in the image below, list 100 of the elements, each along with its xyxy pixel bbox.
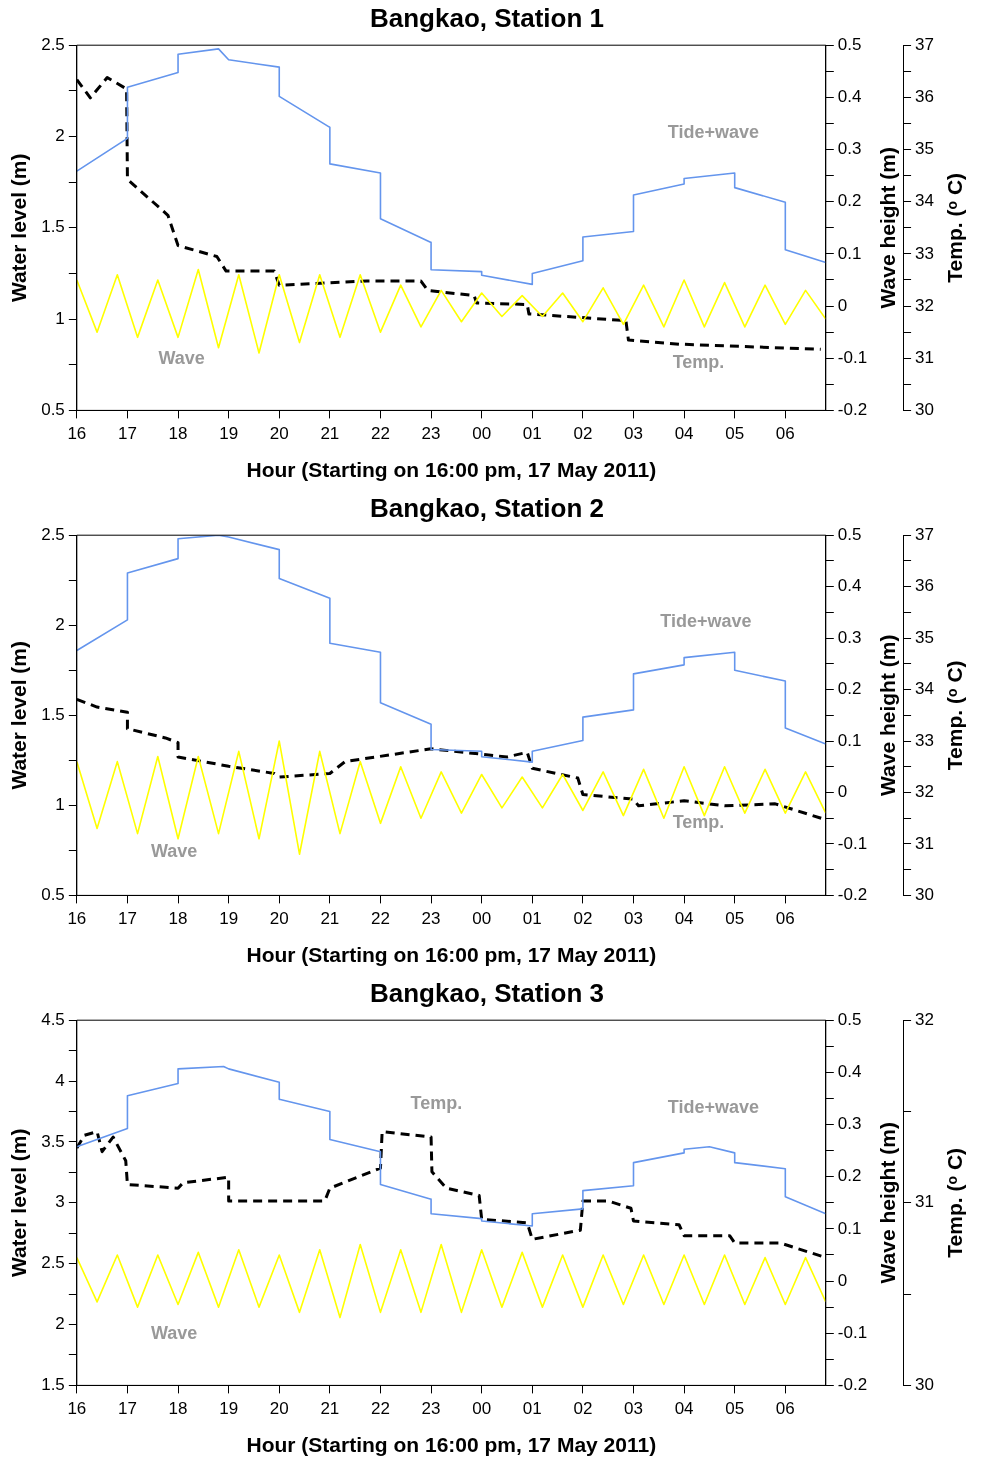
y3-tick-label: 34 [915, 191, 935, 211]
y-axis-title: Water level (m) [7, 153, 31, 303]
y-tick-label: 1.5 [41, 704, 65, 724]
y3-tick-label: 32 [915, 295, 935, 315]
y3-tick-label: 32 [915, 1009, 935, 1029]
y-tick-label: 1.5 [41, 1375, 65, 1395]
series-label: Tide+wave [660, 610, 752, 631]
x-tick-label: 21 [320, 1399, 340, 1419]
y2-axis-title: Wave height (m) [875, 634, 899, 796]
x-tick-label: 20 [269, 909, 289, 929]
y-tick-label: 3.5 [41, 1131, 65, 1151]
x-axis-title: Hour (Starting on 16:00 pm, 17 May 2011) [246, 458, 657, 482]
y2-tick-label: 0.5 [837, 1009, 862, 1029]
series-label: Wave [151, 841, 198, 862]
y-tick-label: 4 [55, 1070, 65, 1090]
x-tick-label: 03 [624, 424, 643, 444]
x-tick-label: 02 [573, 909, 593, 929]
chart-title: Bangkao, Station 1 [369, 2, 605, 33]
x-tick-label: 18 [168, 1399, 188, 1419]
y-tick-label: 2.5 [41, 34, 65, 54]
x-tick-label: 04 [674, 424, 694, 444]
y2-axis-title: Wave height (m) [875, 147, 899, 309]
y2-tick-label: -0.1 [837, 1322, 868, 1342]
series-label: Temp. [672, 351, 725, 372]
y3-axis-title: Temp. (ᵒ C) [942, 660, 966, 771]
y3-tick-label: 36 [915, 87, 935, 107]
series-label: Wave [158, 348, 205, 369]
series-label: Wave [151, 1323, 198, 1344]
x-tick-label: 06 [775, 424, 795, 444]
x-tick-label: 01 [522, 909, 542, 929]
y2-tick-label: 0.2 [837, 191, 862, 211]
x-tick-label: 19 [219, 909, 239, 929]
x-tick-label: 05 [725, 909, 745, 929]
x-tick-label: 00 [472, 424, 492, 444]
x-tick-label: 20 [269, 424, 289, 444]
y2-tick-label: 0 [837, 1270, 848, 1290]
x-axis-title: Hour (Starting on 16:00 pm, 17 May 2011) [246, 1433, 657, 1457]
series-label: Temp. [672, 812, 725, 833]
y3-tick-label: 30 [915, 400, 935, 420]
y3-tick-label: 35 [915, 627, 935, 647]
x-tick-label: 23 [421, 909, 441, 929]
y-tick-label: 0.5 [41, 400, 65, 420]
y2-tick-label: 0 [837, 295, 848, 315]
text: Tide+wave [667, 121, 760, 142]
x-tick-label: 23 [421, 424, 441, 444]
y2-tick-label: 0.3 [837, 627, 862, 647]
y-tick-label: 1 [55, 308, 65, 328]
y3-axis-title: Temp. (ᵒ C) [942, 1147, 966, 1258]
y-tick-label: 2 [55, 614, 65, 634]
x-tick-label: 22 [371, 1399, 390, 1419]
y3-tick-label: 34 [915, 679, 935, 699]
x-tick-label: 20 [269, 1399, 289, 1419]
y2-tick-label: -0.2 [837, 885, 868, 905]
x-tick-label: 18 [168, 424, 188, 444]
y2-tick-label: 0.4 [837, 576, 862, 596]
x-tick-label: 21 [320, 424, 340, 444]
y-axis-title: Water level (m) [7, 641, 31, 790]
y2-tick-label: 0.2 [837, 679, 862, 699]
y-axis-title: Water level (m) [7, 1128, 31, 1278]
y2-tick-label: 0.1 [837, 730, 862, 750]
y3-tick-label: 31 [915, 1192, 935, 1212]
x-tick-label: 19 [219, 424, 239, 444]
x-tick-label: 06 [775, 1399, 795, 1419]
y3-tick-label: 37 [915, 34, 935, 54]
y2-tick-label: 0.3 [837, 1114, 862, 1134]
x-tick-label: 16 [67, 424, 87, 444]
y3-axis-title: Temp. (ᵒ C) [942, 172, 966, 283]
x-tick-label: 01 [522, 1399, 542, 1419]
chart-title: Bangkao, Station 2 [369, 492, 605, 523]
y3-tick-label: 31 [915, 347, 935, 367]
y3-tick-label: 36 [915, 576, 935, 596]
x-tick-label: 02 [573, 1399, 593, 1419]
x-tick-label: 18 [168, 909, 188, 929]
x-tick-label: 23 [421, 1399, 441, 1419]
x-tick-label: 06 [775, 909, 795, 929]
x-tick-label: 00 [472, 909, 492, 929]
y2-tick-label: 0 [837, 782, 848, 802]
y2-tick-label: 0.4 [837, 1062, 862, 1082]
y-tick-label: 4.5 [41, 1009, 65, 1029]
x-tick-label: 17 [117, 424, 137, 444]
x-tick-label: 04 [674, 1399, 694, 1419]
x-tick-label: 05 [725, 1399, 745, 1419]
y3-tick-label: 33 [915, 243, 935, 263]
x-tick-label: 17 [117, 1399, 137, 1419]
x-tick-label: 02 [573, 424, 593, 444]
series-label: Temp. [410, 1093, 463, 1114]
y3-tick-label: 31 [915, 833, 935, 853]
y-tick-label: 2 [55, 126, 65, 146]
x-tick-label: 16 [67, 909, 87, 929]
y2-tick-label: 0.1 [837, 1218, 862, 1238]
y2-tick-label: -0.2 [837, 1375, 868, 1395]
y2-tick-label: 0.3 [837, 139, 862, 159]
y3-tick-label: 32 [915, 782, 935, 802]
y2-tick-label: 0.4 [837, 87, 862, 107]
x-tick-label: 04 [674, 909, 694, 929]
y2-tick-label: 0.1 [837, 243, 862, 263]
x-tick-label: 05 [725, 424, 745, 444]
x-tick-label: 03 [624, 909, 643, 929]
y2-tick-label: 0.5 [837, 524, 862, 544]
y3-tick-label: 35 [915, 139, 935, 159]
